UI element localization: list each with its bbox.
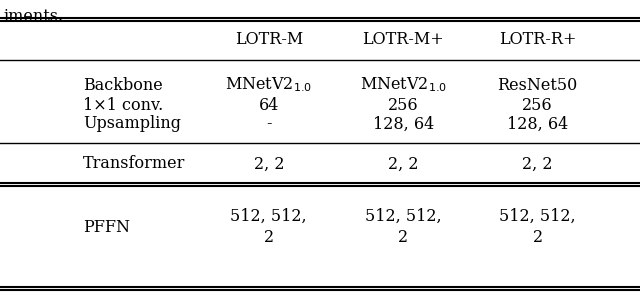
Text: PFFN: PFFN — [83, 220, 130, 236]
Text: LOTR-R+: LOTR-R+ — [499, 31, 577, 49]
Text: 512, 512,: 512, 512, — [499, 208, 576, 225]
Text: 128, 64: 128, 64 — [507, 116, 568, 133]
Text: 256: 256 — [388, 96, 419, 113]
Text: Upsampling: Upsampling — [83, 116, 181, 133]
Text: ResNet50: ResNet50 — [497, 76, 578, 93]
Text: 64: 64 — [259, 96, 279, 113]
Text: 2, 2: 2, 2 — [388, 156, 419, 173]
Text: LOTR-M: LOTR-M — [235, 31, 303, 49]
Text: 2: 2 — [398, 230, 408, 246]
Text: 128, 64: 128, 64 — [372, 116, 434, 133]
Text: iments.: iments. — [3, 8, 63, 25]
Text: 2, 2: 2, 2 — [253, 156, 284, 173]
Text: Transformer: Transformer — [83, 156, 186, 173]
Text: Backbone: Backbone — [83, 76, 163, 93]
Text: MNetV2$_{1.0}$: MNetV2$_{1.0}$ — [225, 76, 312, 94]
Text: 2: 2 — [532, 230, 543, 246]
Text: 512, 512,: 512, 512, — [230, 208, 307, 225]
Text: -: - — [266, 116, 271, 133]
Text: 2, 2: 2, 2 — [522, 156, 553, 173]
Text: 256: 256 — [522, 96, 553, 113]
Text: 2: 2 — [264, 230, 274, 246]
Text: MNetV2$_{1.0}$: MNetV2$_{1.0}$ — [360, 76, 447, 94]
Text: 1×1 conv.: 1×1 conv. — [83, 96, 163, 113]
Text: LOTR-M+: LOTR-M+ — [362, 31, 444, 49]
Text: 512, 512,: 512, 512, — [365, 208, 442, 225]
